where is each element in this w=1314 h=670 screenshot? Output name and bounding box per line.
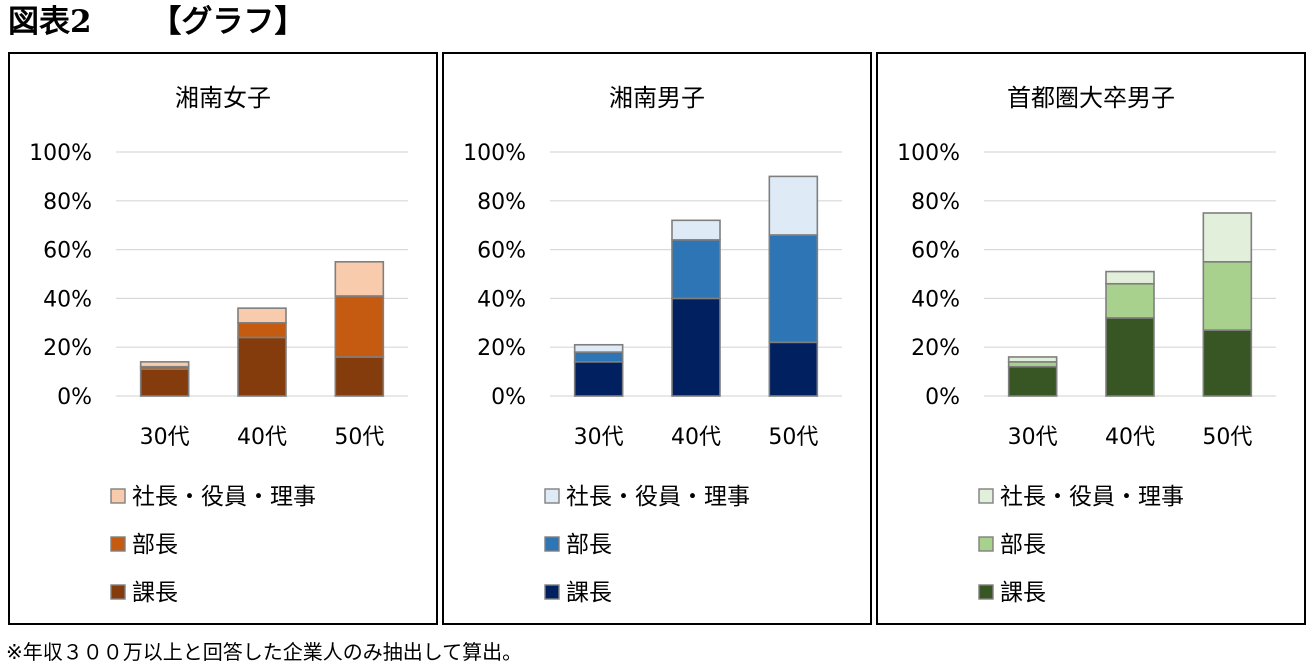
legend-label-kacho: 課長	[132, 580, 178, 606]
bar-kacho-40s	[237, 336, 287, 397]
legend-label-bucho: 部長	[566, 532, 612, 558]
bar-kacho-50s	[334, 356, 385, 397]
y-tick-label: 100%	[29, 141, 92, 166]
bar-kacho-50s	[768, 341, 819, 397]
y-tick-label: 40%	[911, 287, 960, 312]
bar-executive-50s	[768, 175, 819, 236]
y-tick-label: 60%	[477, 239, 526, 264]
legend-label-executive: 社長・役員・理事	[1000, 484, 1184, 510]
bar-bucho-30s	[573, 351, 624, 363]
y-tick-label: 100%	[463, 141, 526, 166]
bar-bucho-50s	[768, 234, 819, 344]
y-tick-label: 40%	[477, 287, 526, 312]
chart-panel-shonan-female: 湘南女子 0% 20% 40% 60% 80% 100% 30代 40代 50代社長・役員・理事部…	[8, 52, 438, 625]
y-tick-label: 100%	[897, 141, 960, 166]
y-tick-label: 20%	[911, 336, 960, 361]
chart-tokyo-grad-male: 首都圏大卒男子 0% 20% 40% 60% 80% 100% 30代 40代 50代社長・役員・…	[897, 84, 1276, 606]
bar-kacho-50s	[1202, 329, 1253, 397]
x-tick-label: 50代	[334, 425, 384, 450]
bar-kacho-30s	[573, 361, 624, 397]
bar-kacho-40s	[1105, 317, 1155, 397]
y-tick-label: 0%	[491, 385, 526, 410]
y-tick-label: 20%	[477, 336, 526, 361]
figure-label: 図表2	[8, 4, 92, 40]
legend-swatch-kacho	[544, 584, 560, 600]
bar-executive-50s	[1202, 212, 1253, 263]
figure-subtitle: 【グラフ】	[150, 4, 306, 40]
x-tick-label: 40代	[1105, 425, 1155, 450]
y-tick-label: 20%	[43, 336, 92, 361]
bar-kacho-30s	[139, 368, 190, 397]
legend-label-kacho: 課長	[566, 580, 612, 606]
legend-swatch-executive	[110, 488, 126, 504]
chart-title: 首都圏大卒男子	[1007, 84, 1175, 112]
y-tick-label: 60%	[911, 239, 960, 264]
bar-kacho-40s	[671, 297, 721, 397]
x-tick-label: 40代	[671, 425, 721, 450]
x-tick-label: 50代	[1202, 425, 1252, 450]
bar-executive-40s	[1105, 270, 1155, 285]
legend-label-executive: 社長・役員・理事	[566, 484, 750, 510]
x-tick-label: 40代	[237, 425, 287, 450]
legend-swatch-executive	[544, 488, 560, 504]
y-tick-label: 40%	[43, 287, 92, 312]
legend-swatch-bucho	[110, 536, 126, 552]
legend-swatch-executive	[978, 488, 994, 504]
bar-bucho-40s	[671, 239, 721, 300]
bar-executive-40s	[237, 307, 287, 324]
y-tick-label: 60%	[43, 239, 92, 264]
figure-title: 図表2 【グラフ】	[8, 0, 305, 44]
x-tick-label: 30代	[574, 425, 624, 450]
bar-executive-30s	[1007, 356, 1058, 363]
chart-panel-tokyo-grad-male: 首都圏大卒男子 0% 20% 40% 60% 80% 100% 30代 40代 50代社長・役員・…	[876, 52, 1306, 625]
bar-bucho-40s	[237, 321, 287, 339]
bar-bucho-50s	[1202, 261, 1253, 331]
legend-swatch-bucho	[544, 536, 560, 552]
bar-bucho-50s	[334, 295, 385, 358]
bar-executive-50s	[334, 261, 385, 297]
chart-panel-shonan-male: 湘南男子 0% 20% 40% 60% 80% 100% 30代 40代 50代社長・役員・理事部…	[442, 52, 872, 625]
y-tick-label: 80%	[911, 190, 960, 215]
chart-shonan-male: 湘南男子 0% 20% 40% 60% 80% 100% 30代 40代 50代社長・役員・理事部…	[463, 84, 842, 606]
y-tick-label: 0%	[925, 385, 960, 410]
y-tick-label: 80%	[477, 190, 526, 215]
bar-bucho-40s	[1105, 282, 1155, 319]
bar-executive-40s	[671, 219, 721, 241]
legend-swatch-bucho	[978, 536, 994, 552]
legend-label-bucho: 部長	[1000, 532, 1046, 558]
legend-label-kacho: 課長	[1000, 580, 1046, 606]
x-tick-label: 50代	[768, 425, 818, 450]
y-tick-label: 0%	[57, 385, 92, 410]
legend-swatch-kacho	[978, 584, 994, 600]
chart-title: 湘南男子	[609, 84, 705, 112]
legend-label-executive: 社長・役員・理事	[132, 484, 316, 510]
x-tick-label: 30代	[140, 425, 190, 450]
bar-executive-30s	[139, 361, 190, 368]
legend-label-bucho: 部長	[132, 532, 178, 558]
chart-shonan-female: 湘南女子 0% 20% 40% 60% 80% 100% 30代 40代 50代社長・役員・理事部…	[29, 84, 408, 606]
footnote: ※年収３００万以上と回答した企業人のみ抽出して算出。	[6, 640, 523, 664]
y-tick-label: 80%	[43, 190, 92, 215]
bar-kacho-30s	[1007, 365, 1058, 397]
chart-title: 湘南女子	[175, 84, 271, 112]
bar-executive-30s	[573, 343, 624, 353]
x-tick-label: 30代	[1008, 425, 1058, 450]
legend-swatch-kacho	[110, 584, 126, 600]
